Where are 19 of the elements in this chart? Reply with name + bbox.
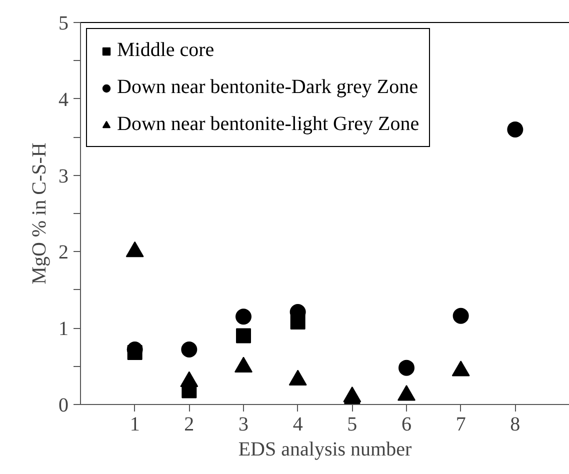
x-tick-label: 4 xyxy=(292,414,303,436)
y-tick-label: 0 xyxy=(58,394,68,416)
y-tick-label: 3 xyxy=(58,165,68,188)
y-tick-label: 4 xyxy=(58,88,68,111)
x-tick-label: 8 xyxy=(510,414,520,436)
y-tick-label: 2 xyxy=(58,242,68,264)
x-tick-label: 7 xyxy=(456,414,466,436)
legend-label: Down near bentonite-Dark grey Zone xyxy=(117,76,418,99)
legend-label: Middle core xyxy=(117,39,214,62)
x-tick-label: 3 xyxy=(238,414,248,436)
x-tick-label: 6 xyxy=(402,414,412,436)
x-tick-label: 1 xyxy=(130,414,140,436)
x-axis-title: EDS analysis number xyxy=(238,438,412,460)
x-tick-label: 2 xyxy=(184,414,194,436)
y-tick-label: 1 xyxy=(58,318,68,340)
y-axis-title: MgO % in C-S-H xyxy=(28,142,50,284)
y-tick-label: 5 xyxy=(58,12,68,34)
x-tick-label: 5 xyxy=(347,414,358,436)
legend-label: Down near bentonite-light Grey Zone xyxy=(117,113,420,136)
